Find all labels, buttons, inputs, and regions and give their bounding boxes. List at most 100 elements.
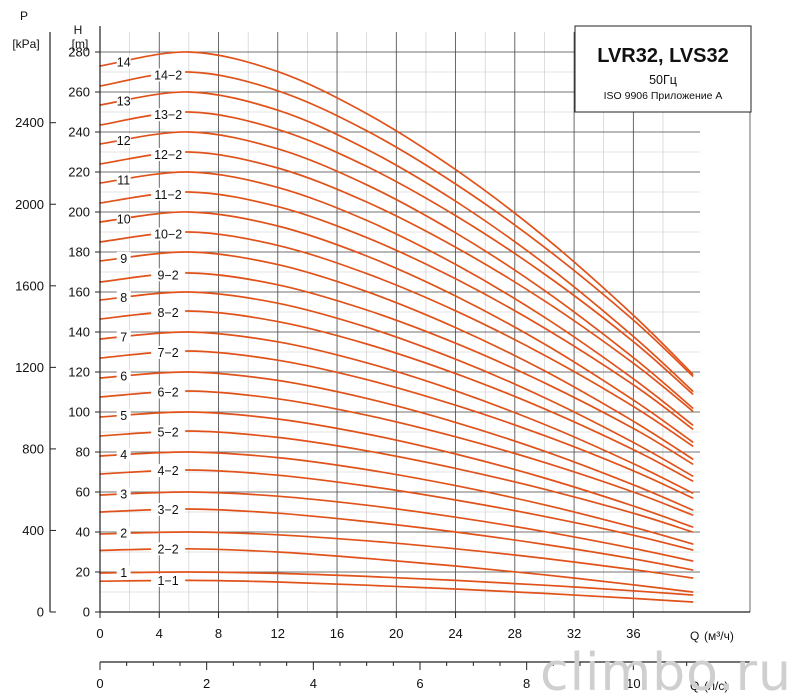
curve-label-1: 1 xyxy=(120,566,127,580)
q-tick-label: 0 xyxy=(96,626,103,641)
q-tick-label: 4 xyxy=(156,626,163,641)
curve-7-2 xyxy=(99,350,694,499)
h-tick-label: 20 xyxy=(76,565,90,580)
curve-label-bg xyxy=(116,448,131,462)
chart-axes: 0204060801001201401601802002202402602800… xyxy=(15,26,750,691)
curve-labels: 1−112−223−234−245−256−267−278−289−2910−2… xyxy=(116,55,186,588)
curve-label-5-2: 5−2 xyxy=(158,425,179,439)
h-tick-label: 80 xyxy=(76,445,90,460)
h-tick-label: 220 xyxy=(68,165,90,180)
curve-14-2 xyxy=(99,71,694,377)
q-tick-label: 20 xyxy=(389,626,403,641)
curve-5-2 xyxy=(99,430,694,533)
curve-label-bg xyxy=(151,68,186,82)
curve-label-bg xyxy=(116,291,131,305)
h-axis-unit: [m] xyxy=(72,37,89,51)
curve-label-bg xyxy=(116,173,131,187)
p-tick-label: 0 xyxy=(37,605,44,620)
q-secondary-tick-label: 6 xyxy=(416,676,423,691)
curve-label-bg xyxy=(151,502,186,516)
curve-9-2 xyxy=(99,272,694,465)
q-secondary-tick-label: 8 xyxy=(523,676,530,691)
curve-label-6: 6 xyxy=(120,370,127,384)
curve-label-14-2: 14−2 xyxy=(154,68,182,82)
curve-label-bg xyxy=(116,487,131,501)
h-tick-label: 240 xyxy=(68,125,90,140)
curve-label-8: 8 xyxy=(120,291,127,305)
curve-label-11-2: 11−2 xyxy=(155,188,182,202)
h-tick-label: 260 xyxy=(68,85,90,100)
h-tick-label: 0 xyxy=(83,605,90,620)
q-tick-label: 28 xyxy=(508,626,522,641)
curve-2-2 xyxy=(99,547,694,593)
curve-label-14: 14 xyxy=(117,55,131,69)
curve-label-3-2: 3−2 xyxy=(158,503,179,517)
curve-label-4: 4 xyxy=(120,448,127,462)
curve-label-9-2: 9−2 xyxy=(158,268,179,282)
curve-label-bg xyxy=(116,526,131,540)
curve-4 xyxy=(99,451,694,545)
watermark: climbo.ru xyxy=(540,643,792,699)
h-tick-label: 120 xyxy=(68,365,90,380)
curve-label-bg xyxy=(116,565,131,579)
q-tick-label: 8 xyxy=(215,626,222,641)
curve-label-6-2: 6−2 xyxy=(158,386,179,400)
curve-label-7-2: 7−2 xyxy=(158,346,179,360)
curve-label-bg xyxy=(116,212,131,226)
curve-6 xyxy=(99,371,694,511)
curve-label-1-1: 1−1 xyxy=(158,574,179,588)
q-tick-label: 16 xyxy=(330,626,344,641)
p-axis-symbol: P xyxy=(20,9,28,23)
h-tick-label: 100 xyxy=(68,405,90,420)
curve-label-bg xyxy=(151,187,186,201)
q-tick-label: 24 xyxy=(448,626,462,641)
q-secondary-axis-unit: (л/с) xyxy=(704,679,728,693)
curve-label-5: 5 xyxy=(120,409,127,423)
q-secondary-axis-symbol: Q xyxy=(690,679,699,693)
curve-3 xyxy=(99,491,694,562)
h-tick-label: 40 xyxy=(76,525,90,540)
curve-label-bg xyxy=(151,425,186,439)
p-tick-label: 2000 xyxy=(15,197,44,212)
curve-label-2: 2 xyxy=(120,527,127,541)
curve-label-bg xyxy=(151,227,186,241)
q-tick-label: 32 xyxy=(567,626,581,641)
curve-label-bg xyxy=(151,573,186,587)
h-tick-label: 160 xyxy=(68,285,90,300)
q-axis-unit: (м³/ч) xyxy=(704,629,734,643)
q-tick-label: 36 xyxy=(626,626,640,641)
curve-1 xyxy=(99,571,694,596)
h-axis-symbol: H xyxy=(74,23,83,37)
curve-13-2 xyxy=(99,111,694,395)
h-tick-label: 200 xyxy=(68,205,90,220)
curve-label-bg xyxy=(151,148,186,161)
curve-label-13-2: 13−2 xyxy=(154,108,182,122)
curve-8 xyxy=(99,291,694,477)
h-tick-label: 180 xyxy=(68,245,90,260)
q-secondary-tick-label: 2 xyxy=(203,676,210,691)
curve-2 xyxy=(99,531,694,579)
chart-subtitle: 50Гц xyxy=(649,73,677,87)
curve-label-bg xyxy=(116,369,131,383)
curve-label-bg xyxy=(151,542,186,556)
curve-label-bg xyxy=(151,345,186,359)
curve-label-bg xyxy=(116,134,131,147)
h-tick-label: 140 xyxy=(68,325,90,340)
curve-label-9: 9 xyxy=(120,252,127,266)
curve-7 xyxy=(99,331,694,494)
curve-4-2 xyxy=(99,469,694,551)
curve-label-3: 3 xyxy=(120,487,127,501)
q-tick-label: 12 xyxy=(271,626,285,641)
curve-8-2 xyxy=(99,310,694,482)
curve-label-bg xyxy=(116,408,131,422)
curve-label-bg xyxy=(116,330,131,344)
chart-title: LVR32, LVS32 xyxy=(597,45,729,67)
curve-label-bg xyxy=(151,268,186,282)
curve-11 xyxy=(99,171,694,426)
q-secondary-tick-label: 10 xyxy=(626,676,640,691)
curve-label-12: 12 xyxy=(117,134,131,148)
curve-3-2 xyxy=(99,508,694,571)
curve-label-10-2: 10−2 xyxy=(154,228,182,242)
curve-label-bg xyxy=(151,464,186,478)
